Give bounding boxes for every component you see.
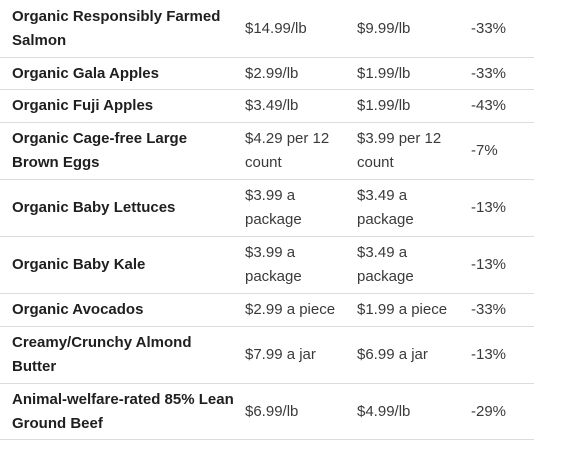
sale-price: $3.99 per 12 count: [357, 130, 442, 171]
sale-price: $3.49 a package: [357, 244, 414, 285]
product-name: Organic Gala Apples: [12, 64, 159, 82]
regular-price: $3.49/lb: [245, 97, 299, 114]
regular-price: $4.29 per 12 count: [245, 130, 330, 171]
price-table: Organic Responsibly Farmed Salmon $14.99…: [0, 0, 534, 440]
sale-price: $6.99 a jar: [357, 346, 428, 363]
product-name: Organic Baby Lettuces: [12, 199, 176, 216]
discount-percent: -13%: [471, 256, 507, 273]
table-row: Organic Cage-free Large Brown Eggs $4.29…: [0, 123, 534, 180]
table-row: Organic Baby Lettuces $3.99 a package $3…: [0, 180, 534, 237]
sale-price: $1.99/lb: [357, 64, 411, 82]
table-row: Organic Avocados $2.99 a piece $1.99 a p…: [0, 294, 534, 327]
sale-price: $1.99 a piece: [357, 301, 448, 318]
table-row: Organic Baby Kale $3.99 a package $3.49 …: [0, 237, 534, 294]
product-name: Creamy/Crunchy Almond Butter: [12, 334, 192, 375]
table-row: Organic Gala Apples $2.99/lb $1.99/lb -3…: [0, 58, 534, 90]
discount-percent: -33%: [471, 301, 507, 318]
discount-percent: -43%: [471, 97, 507, 114]
discount-percent: -13%: [471, 199, 507, 216]
regular-price: $3.99 a package: [245, 244, 302, 285]
sale-price: $3.49 a package: [357, 187, 414, 228]
sale-price: $4.99/lb: [357, 402, 411, 420]
product-name: Organic Fuji Apples: [12, 97, 154, 114]
discount-percent: -13%: [471, 346, 507, 363]
discount-percent: -7%: [471, 142, 498, 159]
discount-percent: -33%: [471, 64, 507, 82]
product-name: Organic Responsibly Farmed Salmon: [12, 7, 221, 49]
table-row: Creamy/Crunchy Almond Butter $7.99 a jar…: [0, 327, 534, 384]
regular-price: $7.99 a jar: [245, 346, 316, 363]
product-name: Animal-welfare-rated 85% Lean Ground Bee…: [12, 390, 234, 432]
product-name: Organic Baby Kale: [12, 256, 146, 273]
regular-price: $14.99/lb: [245, 19, 307, 37]
discount-percent: -29%: [471, 402, 507, 420]
regular-price: $2.99 a piece: [245, 301, 336, 318]
regular-price: $2.99/lb: [245, 64, 299, 82]
product-name: Organic Avocados: [12, 301, 144, 318]
table-row: Animal-welfare-rated 85% Lean Ground Bee…: [0, 384, 534, 440]
sale-price: $9.99/lb: [357, 19, 411, 37]
sale-price: $1.99/lb: [357, 97, 411, 114]
regular-price: $3.99 a package: [245, 187, 302, 228]
discount-percent: -33%: [471, 19, 507, 37]
regular-price: $6.99/lb: [245, 402, 299, 420]
table-row: Organic Responsibly Farmed Salmon $14.99…: [0, 0, 534, 58]
table-row: Organic Fuji Apples $3.49/lb $1.99/lb -4…: [0, 90, 534, 123]
product-name: Organic Cage-free Large Brown Eggs: [12, 130, 188, 171]
